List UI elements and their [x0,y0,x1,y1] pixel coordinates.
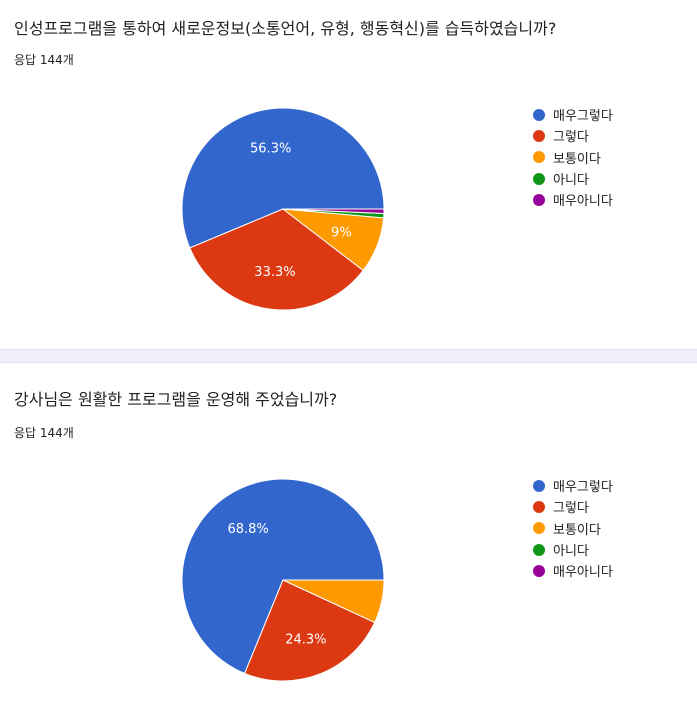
pie-slice [189,208,364,311]
legend-swatch [533,500,545,513]
slice-label: 9% [331,226,352,241]
legend-item: 아니다 [533,539,613,560]
slice-label: 68.8% [227,522,268,537]
legend-label: 보통이다 [553,522,601,538]
legend-label: 매우아니다 [553,565,613,581]
legend-label: 그렇다 [553,501,589,517]
slice-label: 33.3% [254,265,295,280]
pie-slice [181,478,385,675]
legend-item: 매우그렇다 [533,104,613,125]
legend-item: 아니다 [533,168,613,189]
legend-label: 매우아니다 [553,194,613,210]
legend-swatch [533,193,545,206]
legend-label: 매우그렇다 [553,480,613,496]
legend-item: 그렇다 [533,496,613,517]
legend-swatch [533,172,545,185]
pie-chart: 56.3% 33.3% 9% [181,107,385,311]
legend-item: 보통이다 [533,147,613,168]
legend-item: 매우아니다 [533,189,613,210]
slice-label: 56.3% [250,142,291,157]
legend-item: 그렇다 [533,125,613,146]
pie-slice [282,579,385,624]
question-title: 인성프로그램을 통하여 새로운정보(소통언어, 유형, 행동혁신)를 습득하였습… [14,19,557,38]
legend-label: 보통이다 [553,151,601,167]
question-title: 강사님은 원활한 프로그램을 운영해 주었습니까? [14,390,338,409]
legend-item: 보통이다 [533,518,613,539]
legend-label: 매우그렇다 [553,109,613,125]
question-card-1: 인성프로그램을 통하여 새로운정보(소통언어, 유형, 행동혁신)를 습득하였습… [0,0,697,349]
legend-item: 매우그렇다 [533,475,613,496]
question-card-2: 강사님은 원활한 프로그램을 운영해 주었습니까? 응답 144개 68.8% 2… [0,363,697,716]
response-count: 응답 144개 [14,53,74,67]
legend-item: 매우아니다 [533,560,613,581]
legend-swatch [533,543,545,556]
legend-swatch [533,479,545,492]
legend-label: 아니다 [553,544,589,560]
pie-slice [282,208,385,214]
legend-swatch [533,129,545,142]
legend-swatch [533,108,545,121]
legend-label: 아니다 [553,173,589,189]
card-separator [0,349,697,363]
response-count: 응답 144개 [14,426,74,440]
pie-chart: 68.8% 24.3% [181,478,385,682]
legend-label: 그렇다 [553,130,589,146]
legend-swatch [533,564,545,577]
slice-label: 24.3% [285,632,326,647]
pie-slice [243,579,376,682]
pie-slice [181,107,385,249]
legend-swatch [533,522,545,535]
legend-swatch [533,151,545,164]
